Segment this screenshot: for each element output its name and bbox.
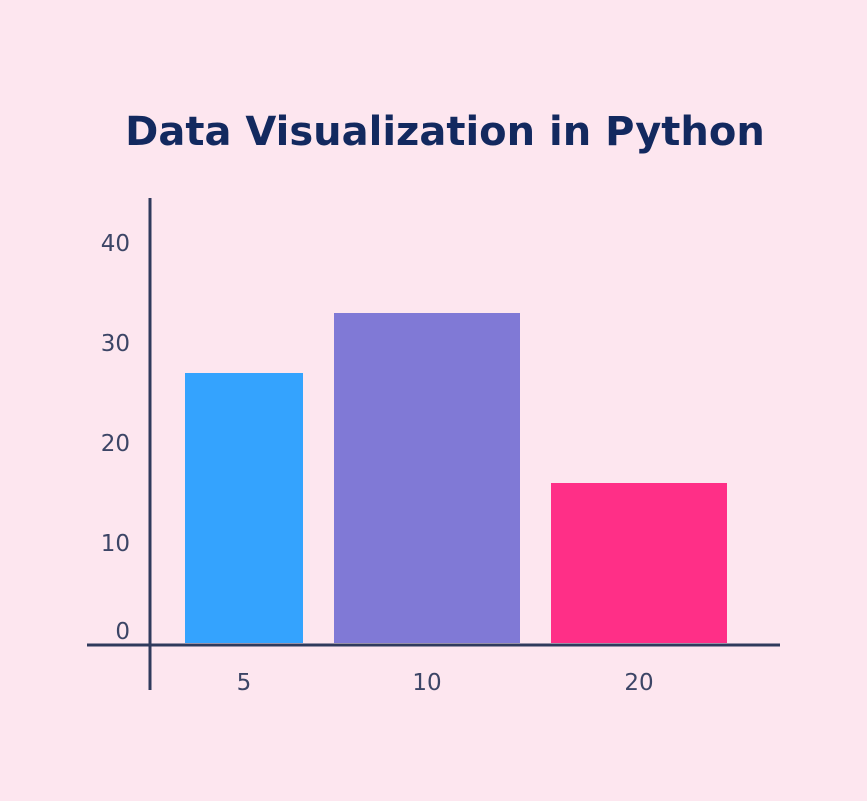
y-tick-label: 30 xyxy=(101,331,130,357)
chart-title: Data Visualization in Python xyxy=(125,109,765,155)
bars-group xyxy=(185,313,727,643)
y-tick-labels: 0 10 20 30 40 xyxy=(101,231,130,645)
bar-5 xyxy=(185,373,303,643)
x-tick-labels: 5 10 20 xyxy=(237,670,654,696)
y-tick-label: 40 xyxy=(101,231,130,257)
x-tick-label: 10 xyxy=(412,670,441,696)
x-tick-label: 5 xyxy=(237,670,252,696)
bar-10 xyxy=(334,313,520,643)
y-tick-label: 10 xyxy=(101,531,130,557)
y-tick-label: 0 xyxy=(115,619,130,645)
bar-20 xyxy=(551,483,727,643)
y-tick-label: 20 xyxy=(101,431,130,457)
x-tick-label: 20 xyxy=(624,670,653,696)
